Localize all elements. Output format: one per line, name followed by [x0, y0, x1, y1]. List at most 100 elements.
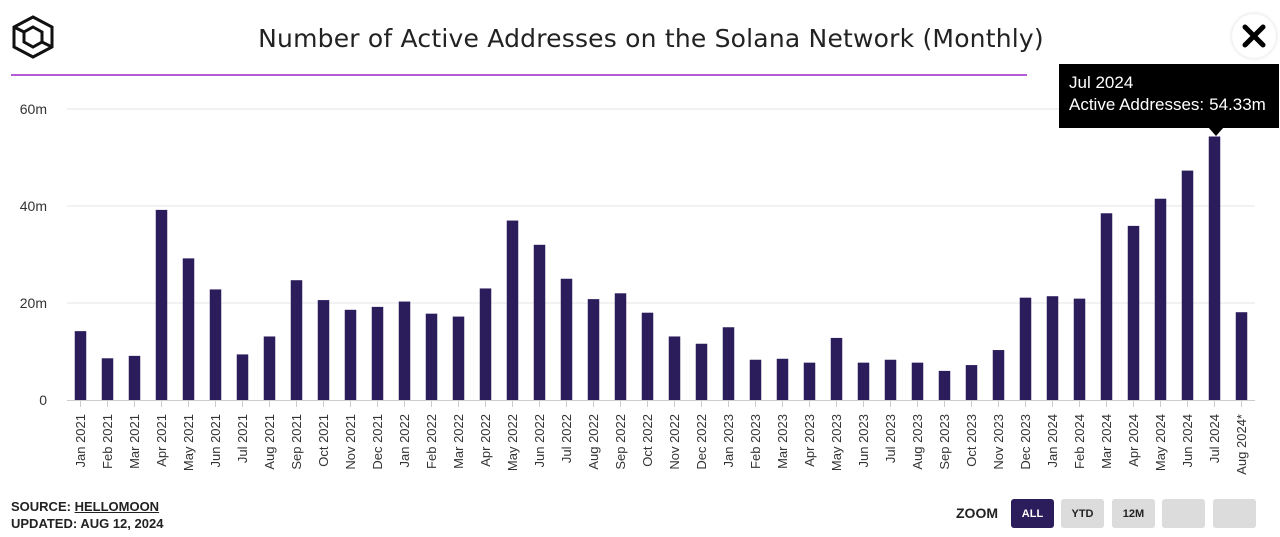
- gridlines: [67, 108, 1255, 304]
- bar[interactable]: [236, 354, 249, 400]
- x-tick-label: Jul 2024: [1207, 414, 1222, 463]
- bar[interactable]: [803, 362, 816, 400]
- bar[interactable]: [749, 359, 762, 400]
- y-tick-label: 40m: [20, 198, 47, 214]
- x-tick-label: Feb 2022: [424, 414, 439, 469]
- bar[interactable]: [857, 362, 870, 400]
- x-tick-label: May 2024: [1153, 414, 1168, 471]
- bar[interactable]: [587, 299, 600, 400]
- bar[interactable]: [1019, 297, 1032, 400]
- bar[interactable]: [182, 258, 195, 400]
- bar[interactable]: [776, 358, 789, 400]
- bar[interactable]: [830, 337, 843, 400]
- x-tick-label: Oct 2022: [640, 414, 655, 467]
- x-tick-label: Feb 2021: [100, 414, 115, 469]
- bar[interactable]: [209, 289, 222, 400]
- bar[interactable]: [101, 358, 114, 400]
- x-tick-label: Jun 2024: [1180, 414, 1195, 468]
- zoom-12m-button[interactable]: 12M: [1112, 499, 1155, 528]
- bar[interactable]: [398, 301, 411, 400]
- x-tick-label: Mar 2021: [127, 414, 142, 469]
- x-tick-label: Apr 2023: [802, 414, 817, 467]
- x-tick-label: Apr 2022: [478, 414, 493, 467]
- bar[interactable]: [695, 343, 708, 400]
- x-tick-label: Mar 2024: [1099, 414, 1114, 469]
- bar[interactable]: [155, 209, 168, 400]
- bar[interactable]: [1046, 296, 1059, 400]
- x-tick-label: Aug 2022: [586, 414, 601, 470]
- x-tick-label: May 2021: [181, 414, 196, 471]
- tooltip-pointer: [1208, 127, 1224, 136]
- x-axis: Jan 2021 Feb 2021 Mar 2021 Apr 2021 May 2021…: [67, 400, 1255, 475]
- bar[interactable]: [884, 359, 897, 400]
- title-divider: [11, 74, 1027, 76]
- tooltip-month: Jul 2024: [1069, 73, 1134, 92]
- y-axis: 0 20m 40m 60m: [20, 101, 47, 408]
- bar[interactable]: [1235, 312, 1248, 400]
- chart-title: Number of Active Addresses on the Solana…: [258, 24, 1044, 53]
- source-link[interactable]: HELLOMOON: [74, 499, 160, 514]
- bar[interactable]: [533, 244, 546, 400]
- bars: [74, 136, 1248, 400]
- x-tick-label: Sep 2022: [613, 414, 628, 470]
- x-tick-label: Mar 2022: [451, 414, 466, 469]
- bar[interactable]: [560, 278, 573, 400]
- tooltip-label: Active Addresses:: [1069, 95, 1205, 114]
- bar[interactable]: [1181, 170, 1194, 400]
- x-tick-label: May 2022: [505, 414, 520, 471]
- bar[interactable]: [317, 300, 330, 400]
- y-tick-label: 20m: [20, 295, 47, 311]
- x-tick-label: Sep 2023: [937, 414, 952, 470]
- bar[interactable]: [425, 313, 438, 400]
- zoom-all-button[interactable]: ALL: [1011, 499, 1054, 528]
- x-tick-label: Jul 2021: [235, 414, 250, 463]
- bar[interactable]: [965, 365, 978, 400]
- bar[interactable]: [1127, 225, 1140, 400]
- x-tick-label: Dec 2021: [370, 414, 385, 470]
- x-tick-label: Jun 2022: [532, 414, 547, 468]
- bar[interactable]: [641, 312, 654, 400]
- x-tick-label: Aug 2024*: [1234, 414, 1249, 475]
- bar[interactable]: [938, 370, 951, 400]
- x-tick-label: Feb 2024: [1072, 414, 1087, 469]
- bar[interactable]: [668, 336, 681, 400]
- zoom-ytd-button[interactable]: YTD: [1061, 499, 1104, 528]
- x-tick-label: Dec 2022: [694, 414, 709, 470]
- bar[interactable]: [74, 331, 87, 400]
- x-tick-label: Jun 2023: [856, 414, 871, 468]
- bar[interactable]: [479, 288, 492, 400]
- close-icon: [1242, 24, 1266, 48]
- x-tick-label: Jan 2023: [721, 414, 736, 468]
- x-tick-label: Jan 2021: [73, 414, 88, 468]
- x-tick-label: Jun 2021: [208, 414, 223, 468]
- x-tick-label: Jul 2023: [883, 414, 898, 463]
- x-tick-label: Oct 2021: [316, 414, 331, 467]
- bar[interactable]: [344, 309, 357, 400]
- bar[interactable]: [1208, 136, 1221, 400]
- zoom-button-4[interactable]: [1162, 499, 1205, 528]
- x-tick-label: Nov 2021: [343, 414, 358, 470]
- x-tick-label: Apr 2024: [1126, 414, 1141, 467]
- bar[interactable]: [290, 280, 303, 400]
- x-tick-label: Nov 2023: [991, 414, 1006, 470]
- bar[interactable]: [614, 293, 627, 400]
- bar[interactable]: [263, 336, 276, 400]
- close-button[interactable]: [1232, 14, 1276, 58]
- x-tick-label: Nov 2022: [667, 414, 682, 470]
- bar[interactable]: [911, 362, 924, 400]
- zoom-button-5[interactable]: [1213, 499, 1256, 528]
- bar[interactable]: [992, 350, 1005, 400]
- x-tick-label: Oct 2023: [964, 414, 979, 467]
- bar[interactable]: [1073, 298, 1086, 400]
- bar[interactable]: [371, 306, 384, 400]
- source-label: SOURCE:: [11, 499, 71, 514]
- bar[interactable]: [1100, 213, 1113, 400]
- x-tick-label: May 2023: [829, 414, 844, 471]
- x-tick-label: Sep 2021: [289, 414, 304, 470]
- bar[interactable]: [722, 327, 735, 400]
- bar[interactable]: [128, 355, 141, 400]
- bar[interactable]: [506, 220, 519, 400]
- x-tick-label: Jan 2022: [397, 414, 412, 468]
- bar[interactable]: [1154, 198, 1167, 400]
- bar[interactable]: [452, 316, 465, 400]
